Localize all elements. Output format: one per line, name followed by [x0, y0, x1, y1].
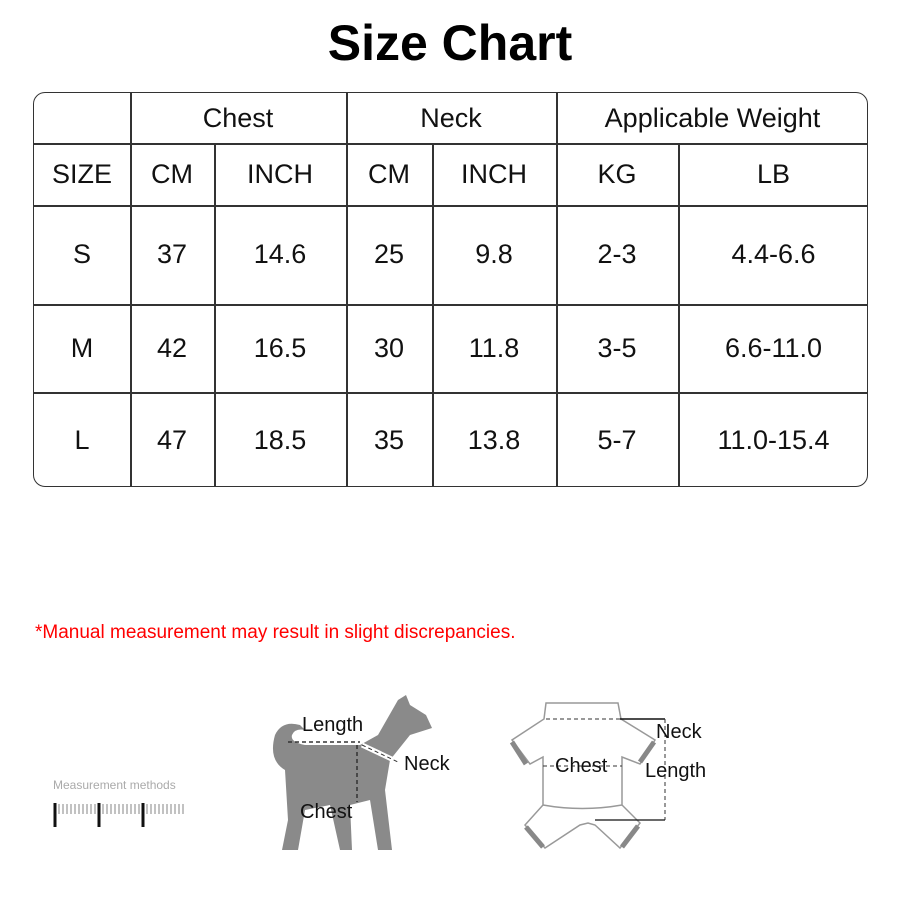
row-divider [34, 205, 867, 207]
table-cell: 47 [156, 424, 188, 455]
group-header: Neck [420, 102, 482, 133]
garment-measurement-diagram: Neck Chest Length [509, 702, 706, 850]
dog-length-label: Length [302, 714, 363, 736]
column-divider [432, 143, 434, 486]
column-divider [214, 143, 216, 486]
measurement-methods-label: Measurement methods [53, 778, 176, 792]
table-cell: 3-5 [597, 332, 637, 363]
table-cell: 13.8 [467, 424, 521, 455]
group-header: Chest [202, 102, 274, 133]
column-header: INCH [247, 158, 313, 189]
dog-measurement-diagram: Length Neck Chest [272, 695, 451, 850]
column-divider [556, 93, 558, 486]
column-divider [130, 93, 132, 486]
table-cell: 30 [373, 332, 405, 363]
size-table: Chest Neck Applicable Weight SIZE CM INCH CM IN… [33, 92, 868, 487]
table-cell: 42 [156, 332, 188, 363]
column-header: INCH [461, 158, 527, 189]
garment-length-label: Length [645, 760, 706, 782]
group-header: Applicable Weight [604, 102, 821, 133]
row-divider [34, 143, 867, 145]
column-header: CM [368, 158, 410, 189]
table-cell: 5-7 [597, 424, 637, 455]
dog-silhouette [272, 695, 432, 850]
column-header: CM [151, 158, 193, 189]
garment-chest-label: Chest [555, 755, 608, 777]
table-cell: 25 [373, 239, 405, 269]
table-cell: M [70, 332, 94, 363]
row-divider [34, 392, 867, 394]
column-header: KG [597, 158, 637, 189]
table-cell: 4.4-6.6 [731, 239, 816, 269]
page-title: Size Chart [327, 15, 573, 71]
table-cell: 14.6 [253, 239, 307, 269]
table-cell: 11.0-15.4 [717, 424, 830, 455]
table-cell: 37 [156, 239, 188, 269]
dog-chest-label: Chest [300, 801, 353, 823]
measurement-disclaimer: *Manual measurement may result in slight… [35, 622, 516, 643]
column-divider [678, 143, 680, 486]
table-cell: 2-3 [597, 239, 637, 269]
table-cell: L [74, 424, 90, 455]
column-divider [346, 93, 348, 486]
row-divider [34, 304, 867, 306]
table-cell: 6.6-11.0 [724, 332, 823, 363]
table-cell: 16.5 [253, 332, 307, 363]
table-cell: 18.5 [253, 424, 307, 455]
garment-neck-label: Neck [656, 721, 703, 743]
table-cell: S [72, 239, 91, 269]
ruler-icon [53, 803, 184, 827]
column-header: LB [756, 158, 791, 189]
table-cell: 35 [373, 424, 405, 455]
table-cell: 9.8 [475, 239, 513, 269]
table-cell: 11.8 [468, 332, 520, 363]
column-header: SIZE [51, 158, 112, 189]
dog-neck-label: Neck [404, 753, 451, 775]
